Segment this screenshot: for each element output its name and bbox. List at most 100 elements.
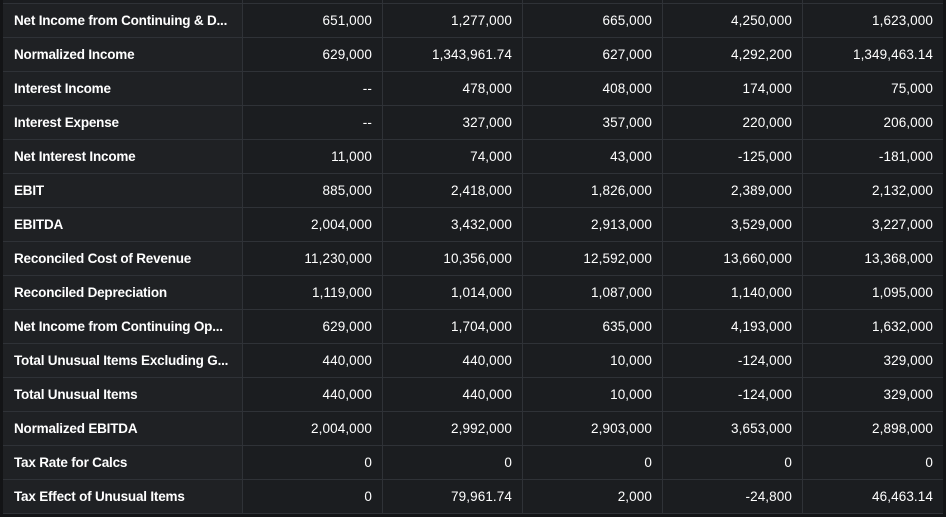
row-value-col-1: 629,000 <box>243 38 383 71</box>
row-value-col-4: 174,000 <box>663 72 803 105</box>
row-value-col-2: 440,000 <box>383 378 523 411</box>
row-value-col-2: 2,418,000 <box>383 174 523 207</box>
row-value-col-4: 2,389,000 <box>663 174 803 207</box>
row-value-col-4: 4,250,000 <box>663 4 803 37</box>
table-row[interactable]: Net Income from Continuing & D... 651,000… <box>3 4 943 38</box>
row-label: Reconciled Depreciation <box>3 276 243 309</box>
table-row[interactable]: Reconciled Cost of Revenue 11,230,000 10,3… <box>3 242 943 276</box>
row-label: Normalized EBITDA <box>3 412 243 445</box>
table-row[interactable]: Interest Income -- 478,000 408,000 174,000 75… <box>3 72 943 106</box>
table-row[interactable]: Tax Rate for Calcs 0 0 0 0 0 <box>3 446 943 480</box>
row-value-col-5: 75,000 <box>803 72 943 105</box>
table-top-edge <box>3 0 943 4</box>
row-value-col-2: 478,000 <box>383 72 523 105</box>
row-value-col-5: 1,349,463.14 <box>803 38 943 71</box>
row-label: Net Income from Continuing Op... <box>3 310 243 343</box>
row-label: Total Unusual Items Excluding G... <box>3 344 243 377</box>
row-value-col-4: 13,660,000 <box>663 242 803 275</box>
row-value-col-1: 0 <box>243 480 383 513</box>
row-value-col-1: 440,000 <box>243 344 383 377</box>
row-value-col-5: 1,632,000 <box>803 310 943 343</box>
row-value-col-4: 3,653,000 <box>663 412 803 445</box>
row-value-col-5: 2,132,000 <box>803 174 943 207</box>
table-row[interactable]: Reconciled Depreciation 1,119,000 1,014,00… <box>3 276 943 310</box>
row-label: Tax Effect of Unusual Items <box>3 480 243 513</box>
row-value-col-5: 0 <box>803 446 943 479</box>
row-value-col-2: 79,961.74 <box>383 480 523 513</box>
row-value-col-2: 1,704,000 <box>383 310 523 343</box>
row-label: EBITDA <box>3 208 243 241</box>
row-value-col-3: 357,000 <box>523 106 663 139</box>
row-value-col-3: 12,592,000 <box>523 242 663 275</box>
row-label: Interest Income <box>3 72 243 105</box>
row-value-col-1: 885,000 <box>243 174 383 207</box>
row-value-col-1: -- <box>243 72 383 105</box>
row-value-col-3: 665,000 <box>523 4 663 37</box>
row-label: Net Income from Continuing & D... <box>3 4 243 37</box>
row-value-col-1: 2,004,000 <box>243 412 383 445</box>
row-value-col-5: 2,898,000 <box>803 412 943 445</box>
row-value-col-2: 1,014,000 <box>383 276 523 309</box>
row-label: Normalized Income <box>3 38 243 71</box>
row-value-col-5: 13,368,000 <box>803 242 943 275</box>
row-value-col-3: 1,826,000 <box>523 174 663 207</box>
row-value-col-1: 11,230,000 <box>243 242 383 275</box>
row-value-col-1: 651,000 <box>243 4 383 37</box>
row-value-col-5: 1,623,000 <box>803 4 943 37</box>
row-value-col-1: 629,000 <box>243 310 383 343</box>
row-label: Total Unusual Items <box>3 378 243 411</box>
table-row[interactable]: Tax Effect of Unusual Items 0 79,961.74 2,0… <box>3 480 943 514</box>
row-value-col-2: 1,343,961.74 <box>383 38 523 71</box>
row-value-col-1: 11,000 <box>243 140 383 173</box>
row-value-col-3: 627,000 <box>523 38 663 71</box>
row-value-col-2: 1,277,000 <box>383 4 523 37</box>
row-value-col-3: 2,000 <box>523 480 663 513</box>
row-value-col-2: 327,000 <box>383 106 523 139</box>
row-value-col-4: 0 <box>663 446 803 479</box>
row-value-col-1: 440,000 <box>243 378 383 411</box>
row-value-col-3: 2,903,000 <box>523 412 663 445</box>
row-label: Tax Rate for Calcs <box>3 446 243 479</box>
row-label: Interest Expense <box>3 106 243 139</box>
row-value-col-5: 1,095,000 <box>803 276 943 309</box>
table-row[interactable]: Total Unusual Items Excluding G... 440,00… <box>3 344 943 378</box>
row-value-col-5: 3,227,000 <box>803 208 943 241</box>
table-row[interactable]: EBITDA 2,004,000 3,432,000 2,913,000 3,529,0… <box>3 208 943 242</box>
row-value-col-3: 2,913,000 <box>523 208 663 241</box>
row-value-col-3: 635,000 <box>523 310 663 343</box>
row-value-col-4: 4,292,200 <box>663 38 803 71</box>
table-row[interactable]: EBIT 885,000 2,418,000 1,826,000 2,389,000 2,… <box>3 174 943 208</box>
row-value-col-4: -24,800 <box>663 480 803 513</box>
row-value-col-1: -- <box>243 106 383 139</box>
row-value-col-4: 1,140,000 <box>663 276 803 309</box>
row-value-col-5: -181,000 <box>803 140 943 173</box>
row-value-col-4: 3,529,000 <box>663 208 803 241</box>
row-value-col-2: 74,000 <box>383 140 523 173</box>
row-value-col-3: 10,000 <box>523 344 663 377</box>
row-label: Reconciled Cost of Revenue <box>3 242 243 275</box>
row-value-col-3: 0 <box>523 446 663 479</box>
row-label: Net Interest Income <box>3 140 243 173</box>
row-value-col-1: 2,004,000 <box>243 208 383 241</box>
row-value-col-3: 408,000 <box>523 72 663 105</box>
row-value-col-4: -124,000 <box>663 344 803 377</box>
row-value-col-2: 440,000 <box>383 344 523 377</box>
table-row[interactable]: Net Interest Income 11,000 74,000 43,000 -12… <box>3 140 943 174</box>
row-value-col-3: 43,000 <box>523 140 663 173</box>
table-row[interactable]: Net Income from Continuing Op... 629,000 1… <box>3 310 943 344</box>
row-value-col-2: 3,432,000 <box>383 208 523 241</box>
table-row[interactable]: Normalized EBITDA 2,004,000 2,992,000 2,903… <box>3 412 943 446</box>
row-value-col-1: 0 <box>243 446 383 479</box>
row-value-col-1: 1,119,000 <box>243 276 383 309</box>
row-value-col-3: 10,000 <box>523 378 663 411</box>
table-row[interactable]: Interest Expense -- 327,000 357,000 220,000 2… <box>3 106 943 140</box>
row-value-col-4: 4,193,000 <box>663 310 803 343</box>
table-row[interactable]: Normalized Income 629,000 1,343,961.74 627,… <box>3 38 943 72</box>
row-value-col-4: 220,000 <box>663 106 803 139</box>
row-value-col-4: -124,000 <box>663 378 803 411</box>
table-row[interactable]: Total Unusual Items 440,000 440,000 10,000-… <box>3 378 943 412</box>
row-value-col-2: 10,356,000 <box>383 242 523 275</box>
row-value-col-4: -125,000 <box>663 140 803 173</box>
row-value-col-2: 2,992,000 <box>383 412 523 445</box>
